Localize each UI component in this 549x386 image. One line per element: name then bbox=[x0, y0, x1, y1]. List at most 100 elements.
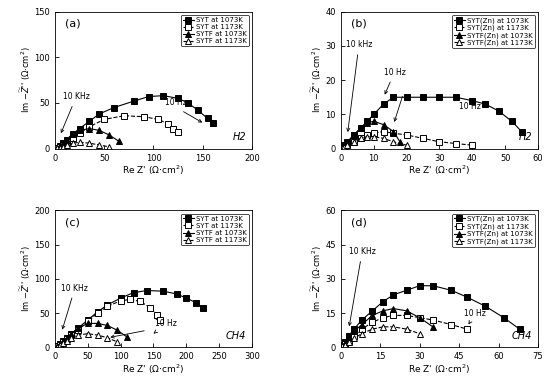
SYTF(Zn) at 1073K bbox=[339, 145, 346, 149]
Line: SYTF at 1173K: SYTF at 1173K bbox=[54, 330, 120, 350]
SYTF at 1073K bbox=[59, 141, 66, 146]
SYT(Zn) at 1073K bbox=[351, 327, 357, 332]
SYTF(Zn) at 1173K bbox=[358, 331, 365, 336]
SYT(Zn) at 1073K bbox=[429, 283, 436, 288]
Text: 10 Hz: 10 Hz bbox=[384, 68, 405, 94]
SYTF(Zn) at 1173K bbox=[339, 146, 346, 150]
SYTF at 1173K bbox=[56, 343, 63, 348]
SYTF(Zn) at 1173K bbox=[341, 342, 348, 347]
SYTF(Zn) at 1073K bbox=[357, 126, 364, 130]
SYTF at 1173K bbox=[94, 333, 101, 337]
SYT at 1073K bbox=[86, 119, 93, 124]
SYTF at 1173K bbox=[104, 335, 111, 340]
SYT(Zn) at 1073K bbox=[508, 119, 515, 124]
Text: 10 KHz: 10 KHz bbox=[349, 247, 376, 325]
SYT(Zn) at 1073K bbox=[339, 145, 346, 149]
SYT(Zn) at 1073K bbox=[495, 108, 502, 113]
SYT(Zn) at 1073K bbox=[339, 343, 345, 347]
SYT at 1173K bbox=[170, 126, 177, 131]
SYTF at 1073K bbox=[116, 139, 122, 144]
SYTF(Zn) at 1073K bbox=[371, 119, 377, 124]
SYTF(Zn) at 1073K bbox=[341, 143, 348, 147]
Text: 10 Hz: 10 Hz bbox=[464, 309, 486, 324]
SYT at 1073K bbox=[145, 94, 152, 99]
SYTF(Zn) at 1073K bbox=[390, 129, 397, 134]
SYT at 1073K bbox=[175, 96, 181, 101]
SYTF at 1073K bbox=[56, 342, 63, 346]
SYT(Zn) at 1173K bbox=[345, 338, 352, 343]
SYT at 1173K bbox=[154, 312, 160, 317]
SYTF at 1173K bbox=[54, 146, 60, 151]
SYTF at 1073K bbox=[57, 144, 63, 148]
SYTF(Zn) at 1173K bbox=[380, 136, 387, 141]
SYT(Zn) at 1073K bbox=[518, 129, 525, 134]
SYTF(Zn) at 1173K bbox=[371, 134, 377, 139]
SYTF at 1173K bbox=[57, 146, 63, 150]
SYTF at 1073K bbox=[54, 146, 60, 150]
SYTF at 1173K bbox=[69, 141, 76, 146]
SYT at 1073K bbox=[131, 290, 137, 295]
SYT at 1173K bbox=[127, 297, 134, 302]
Line: SYT at 1173K: SYT at 1173K bbox=[54, 113, 181, 151]
Text: 10 kHz: 10 kHz bbox=[346, 40, 372, 131]
SYTF at 1173K bbox=[59, 341, 66, 345]
SYT(Zn) at 1173K bbox=[339, 344, 345, 349]
SYTF at 1173K bbox=[64, 338, 70, 343]
X-axis label: Re Z' ($\Omega$$\cdot$cm$^2$): Re Z' ($\Omega$$\cdot$cm$^2$) bbox=[122, 164, 184, 177]
X-axis label: Re Z' ($\Omega$$\cdot$cm$^2$): Re Z' ($\Omega$$\cdot$cm$^2$) bbox=[408, 164, 470, 177]
SYTF at 1173K bbox=[64, 143, 70, 147]
SYTF at 1173K bbox=[68, 335, 75, 340]
Line: SYT(Zn) at 1073K: SYT(Zn) at 1073K bbox=[339, 283, 523, 348]
SYT(Zn) at 1173K bbox=[404, 133, 410, 137]
SYT(Zn) at 1173K bbox=[369, 320, 376, 325]
SYTF at 1173K bbox=[85, 331, 91, 336]
SYTF at 1073K bbox=[114, 328, 121, 333]
SYT at 1173K bbox=[75, 328, 81, 333]
SYT(Zn) at 1073K bbox=[482, 102, 489, 107]
SYT(Zn) at 1173K bbox=[390, 313, 397, 318]
Y-axis label: Im $-\widetilde{Z}$'' ($\Omega$$\cdot$cm$^2$): Im $-\widetilde{Z}$'' ($\Omega$$\cdot$cm… bbox=[310, 245, 324, 312]
SYTF(Zn) at 1173K bbox=[357, 136, 364, 141]
SYT(Zn) at 1173K bbox=[380, 129, 387, 134]
SYTF at 1173K bbox=[75, 333, 81, 337]
SYT at 1173K bbox=[121, 113, 127, 118]
Line: SYT(Zn) at 1173K: SYT(Zn) at 1173K bbox=[339, 129, 475, 151]
SYTF at 1073K bbox=[94, 321, 101, 326]
SYT at 1073K bbox=[183, 296, 189, 300]
SYTF(Zn) at 1173K bbox=[351, 139, 357, 144]
SYT at 1073K bbox=[56, 342, 63, 346]
SYTF at 1173K bbox=[86, 141, 93, 146]
SYT(Zn) at 1173K bbox=[341, 144, 348, 149]
SYT at 1173K bbox=[117, 298, 124, 303]
Legend: SYT(Zn) at 1073K, SYT(Zn) at 1173K, SYTF(Zn) at 1073K, SYTF(Zn) at 1173K: SYT(Zn) at 1073K, SYT(Zn) at 1173K, SYTF… bbox=[452, 15, 535, 48]
SYT at 1173K bbox=[147, 305, 154, 310]
SYTF at 1073K bbox=[96, 128, 103, 133]
SYTF at 1073K bbox=[64, 335, 70, 340]
SYT at 1073K bbox=[96, 112, 103, 116]
SYT(Zn) at 1173K bbox=[390, 131, 397, 135]
SYT(Zn) at 1173K bbox=[464, 327, 470, 332]
SYT(Zn) at 1073K bbox=[357, 126, 364, 130]
SYT(Zn) at 1073K bbox=[390, 293, 397, 297]
SYTF at 1073K bbox=[86, 126, 93, 131]
SYTF at 1073K bbox=[69, 132, 76, 136]
SYTF at 1173K bbox=[54, 344, 60, 349]
SYTF(Zn) at 1073K bbox=[351, 329, 357, 334]
SYT at 1073K bbox=[64, 335, 70, 340]
Text: (b): (b) bbox=[351, 19, 366, 29]
SYT at 1173K bbox=[85, 319, 91, 324]
SYTF at 1173K bbox=[96, 143, 103, 147]
SYT at 1173K bbox=[76, 131, 83, 135]
SYT at 1173K bbox=[59, 143, 66, 147]
SYTF(Zn) at 1073K bbox=[364, 121, 371, 125]
SYT at 1173K bbox=[86, 124, 93, 129]
Text: H2: H2 bbox=[233, 132, 246, 142]
SYT at 1073K bbox=[173, 292, 180, 296]
Text: 10 KHz: 10 KHz bbox=[61, 92, 89, 132]
Text: 10 KHz: 10 KHz bbox=[61, 284, 88, 329]
SYT at 1073K bbox=[85, 318, 91, 322]
SYTF at 1173K bbox=[114, 340, 121, 344]
SYTF(Zn) at 1073K bbox=[379, 308, 386, 313]
Line: SYTF(Zn) at 1173K: SYTF(Zn) at 1173K bbox=[339, 324, 423, 349]
SYT(Zn) at 1073K bbox=[464, 295, 470, 300]
